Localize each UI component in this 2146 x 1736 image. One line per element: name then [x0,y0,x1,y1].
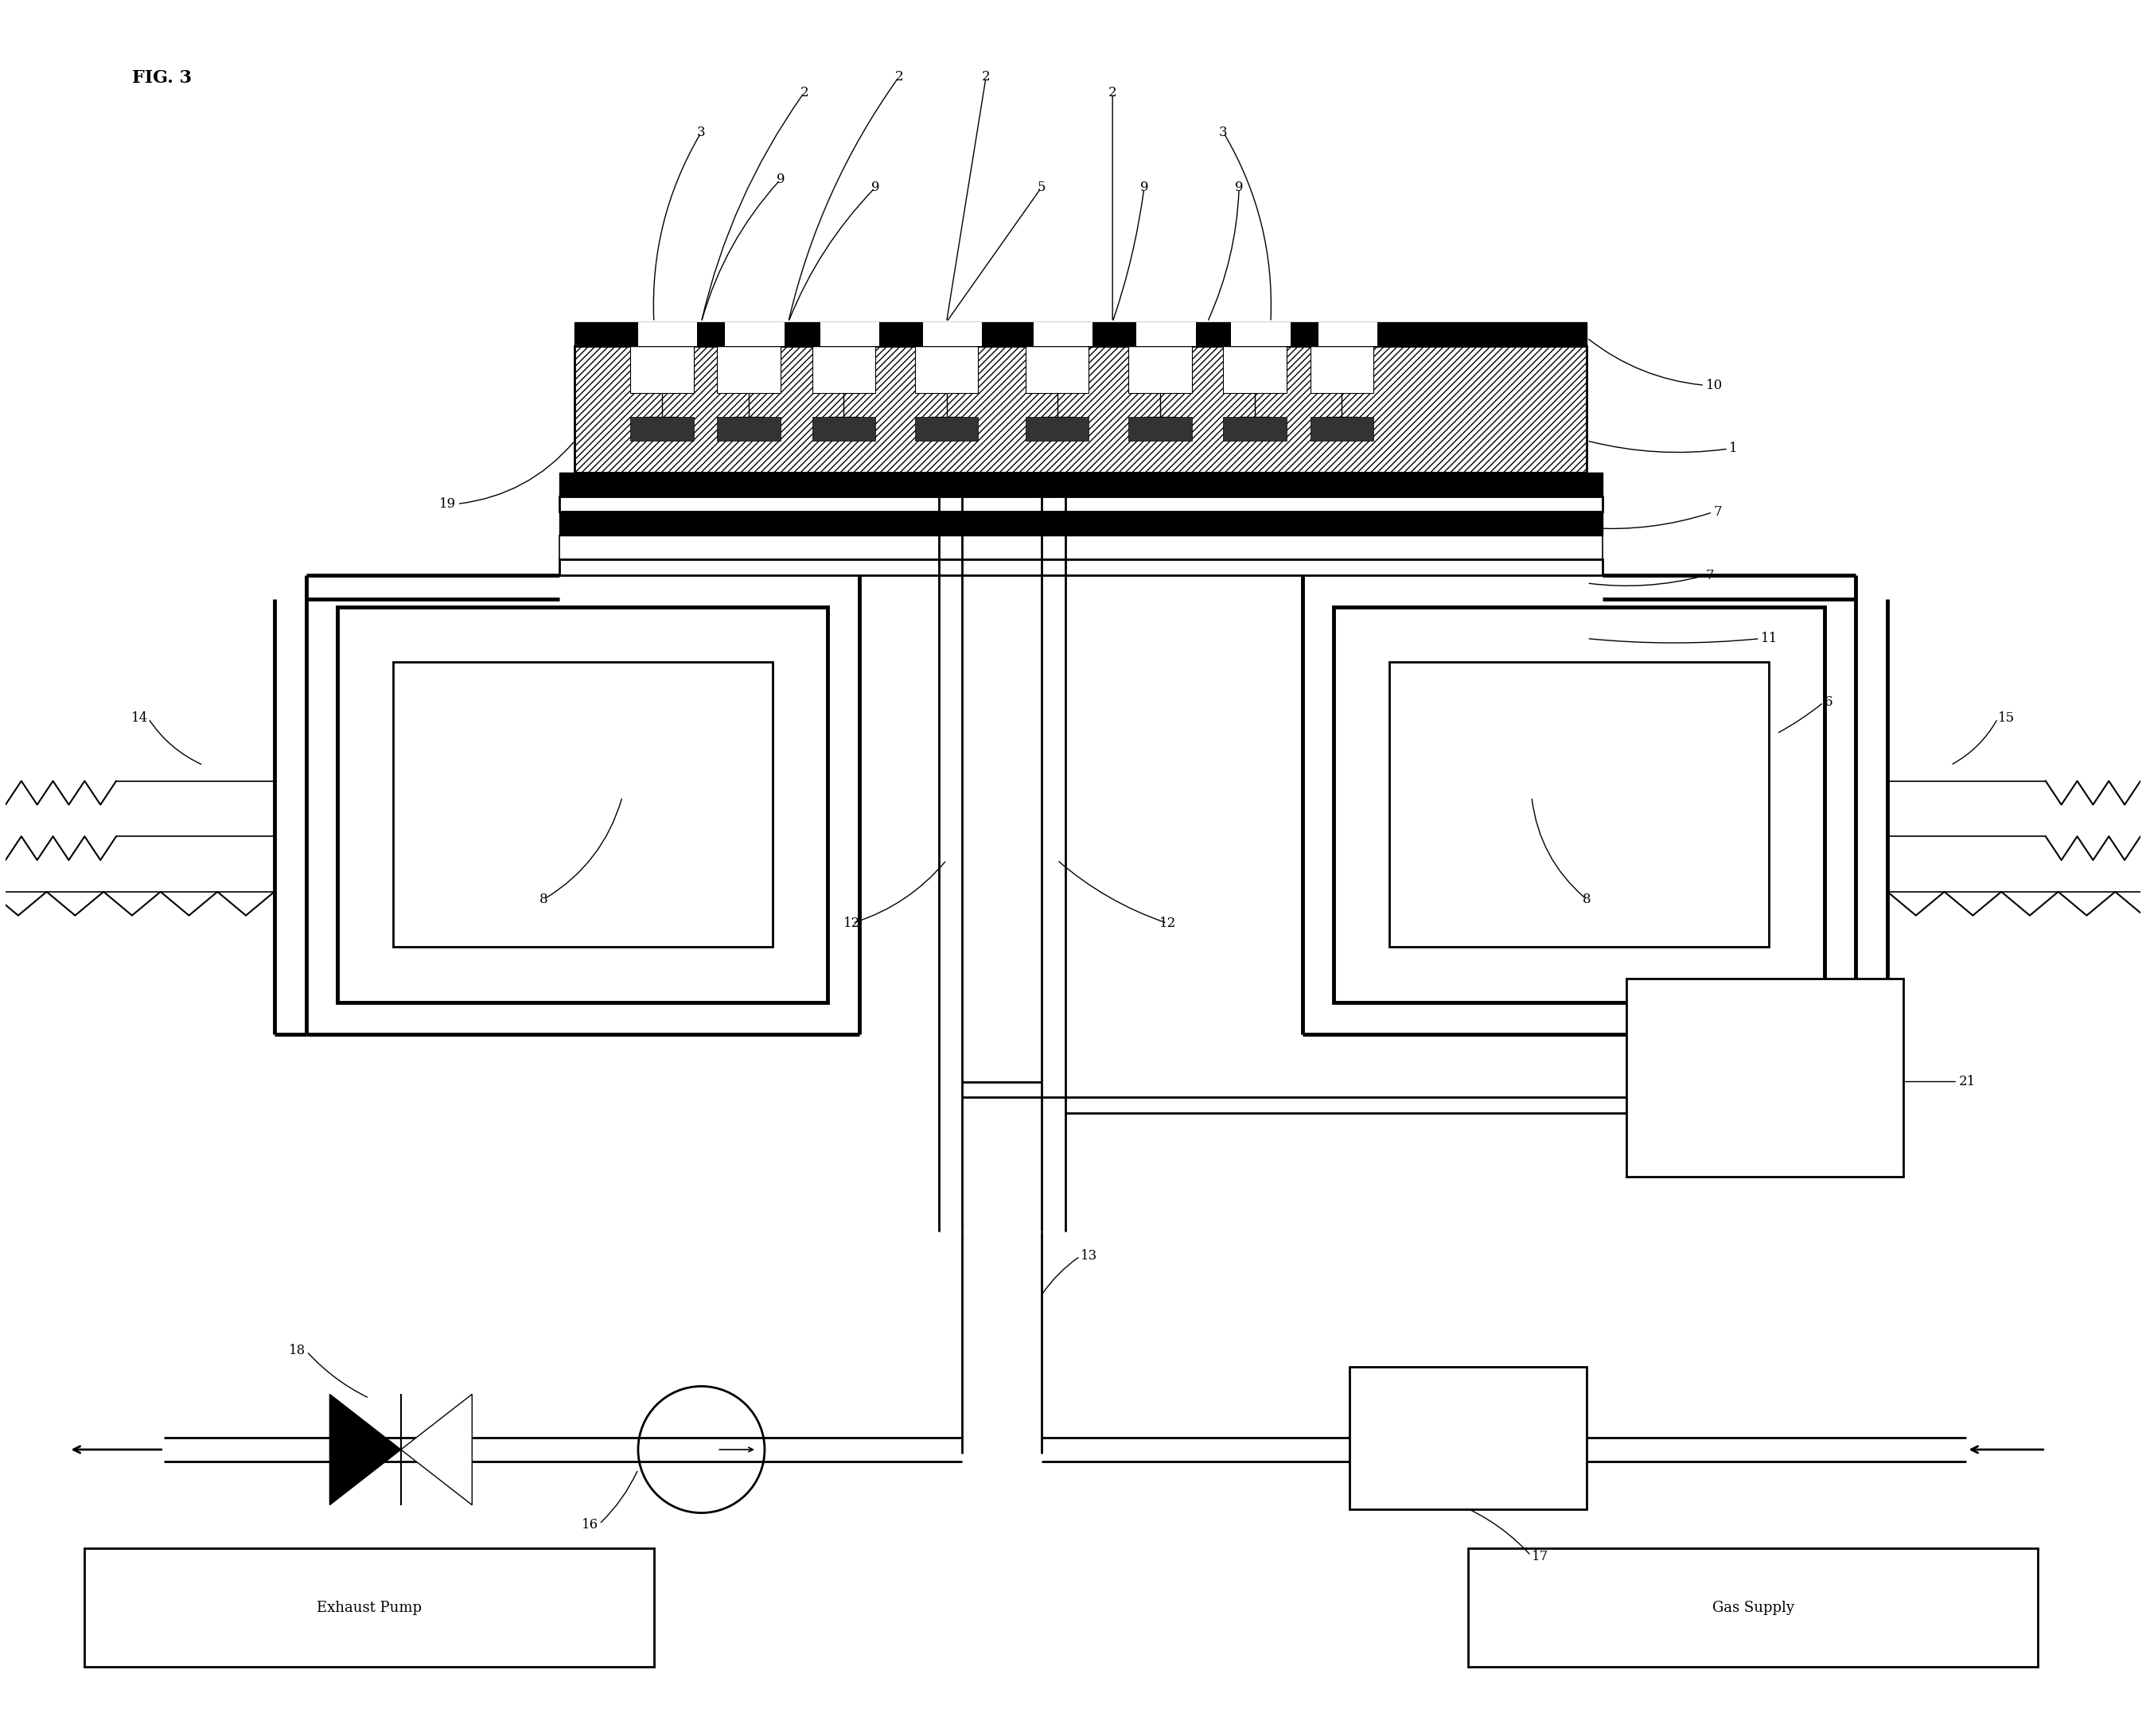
Bar [84,1549,655,1667]
Bar [1223,417,1285,441]
Bar [1311,345,1373,394]
Bar [558,512,1603,536]
Text: 10: 10 [1706,378,1723,392]
Bar [717,417,781,441]
Bar [1468,1549,2039,1667]
Text: 7: 7 [1706,568,1715,582]
Bar [1350,1366,1588,1509]
Bar [923,323,983,345]
Text: 2: 2 [800,85,809,99]
Bar [914,417,979,441]
Polygon shape [401,1394,472,1505]
Text: 1: 1 [1730,443,1738,455]
Bar [725,323,785,345]
Text: 17: 17 [1532,1550,1549,1562]
Text: 5: 5 [1037,181,1045,194]
Polygon shape [330,1394,401,1505]
Bar [1034,323,1092,345]
Text: 16: 16 [582,1517,599,1531]
Bar [1627,979,1904,1177]
Text: 12: 12 [843,917,861,930]
Text: 2: 2 [895,69,903,83]
Text: 9: 9 [1140,181,1148,194]
Text: 8: 8 [539,892,547,906]
Text: 9: 9 [777,174,785,186]
Text: Gas Supply: Gas Supply [1713,1601,1794,1614]
Bar [558,536,1603,559]
Text: 13: 13 [1082,1248,1099,1262]
Bar [575,323,1588,345]
Bar [1311,417,1373,441]
Text: 15: 15 [1998,712,2015,724]
Text: 9: 9 [1234,181,1243,194]
Bar [1129,417,1191,441]
Bar [337,608,828,1002]
Text: 14: 14 [131,712,148,724]
Bar [914,345,979,394]
Bar [631,417,693,441]
Bar [1135,323,1195,345]
Bar [575,345,1588,472]
Bar [1026,417,1088,441]
Text: 6: 6 [1824,694,1833,708]
Bar [393,661,773,948]
Bar [1129,345,1191,394]
Bar [1335,608,1824,1002]
Text: 21: 21 [1959,1075,1976,1088]
Bar [811,417,876,441]
Bar [820,323,880,345]
Text: 2: 2 [981,69,989,83]
Bar [558,559,1603,575]
Text: 11: 11 [1762,632,1777,646]
Bar [1223,345,1285,394]
Text: 7: 7 [1713,505,1721,519]
Text: 2: 2 [1107,85,1116,99]
Bar [637,323,697,345]
Text: 12: 12 [1159,917,1176,930]
Bar [631,345,693,394]
Bar [1318,323,1378,345]
Bar [1232,323,1290,345]
Text: 3: 3 [1219,125,1228,139]
Text: Exhaust Pump: Exhaust Pump [318,1601,423,1614]
Text: 18: 18 [290,1344,307,1358]
Text: 19: 19 [440,496,457,510]
Text: 9: 9 [871,181,880,194]
Bar [1388,661,1768,948]
Bar [558,472,1603,496]
Bar [558,496,1603,512]
Bar [1026,345,1088,394]
Bar [811,345,876,394]
Text: 3: 3 [697,125,706,139]
Text: 8: 8 [1584,892,1590,906]
Text: FIG. 3: FIG. 3 [133,69,191,87]
Bar [717,345,781,394]
